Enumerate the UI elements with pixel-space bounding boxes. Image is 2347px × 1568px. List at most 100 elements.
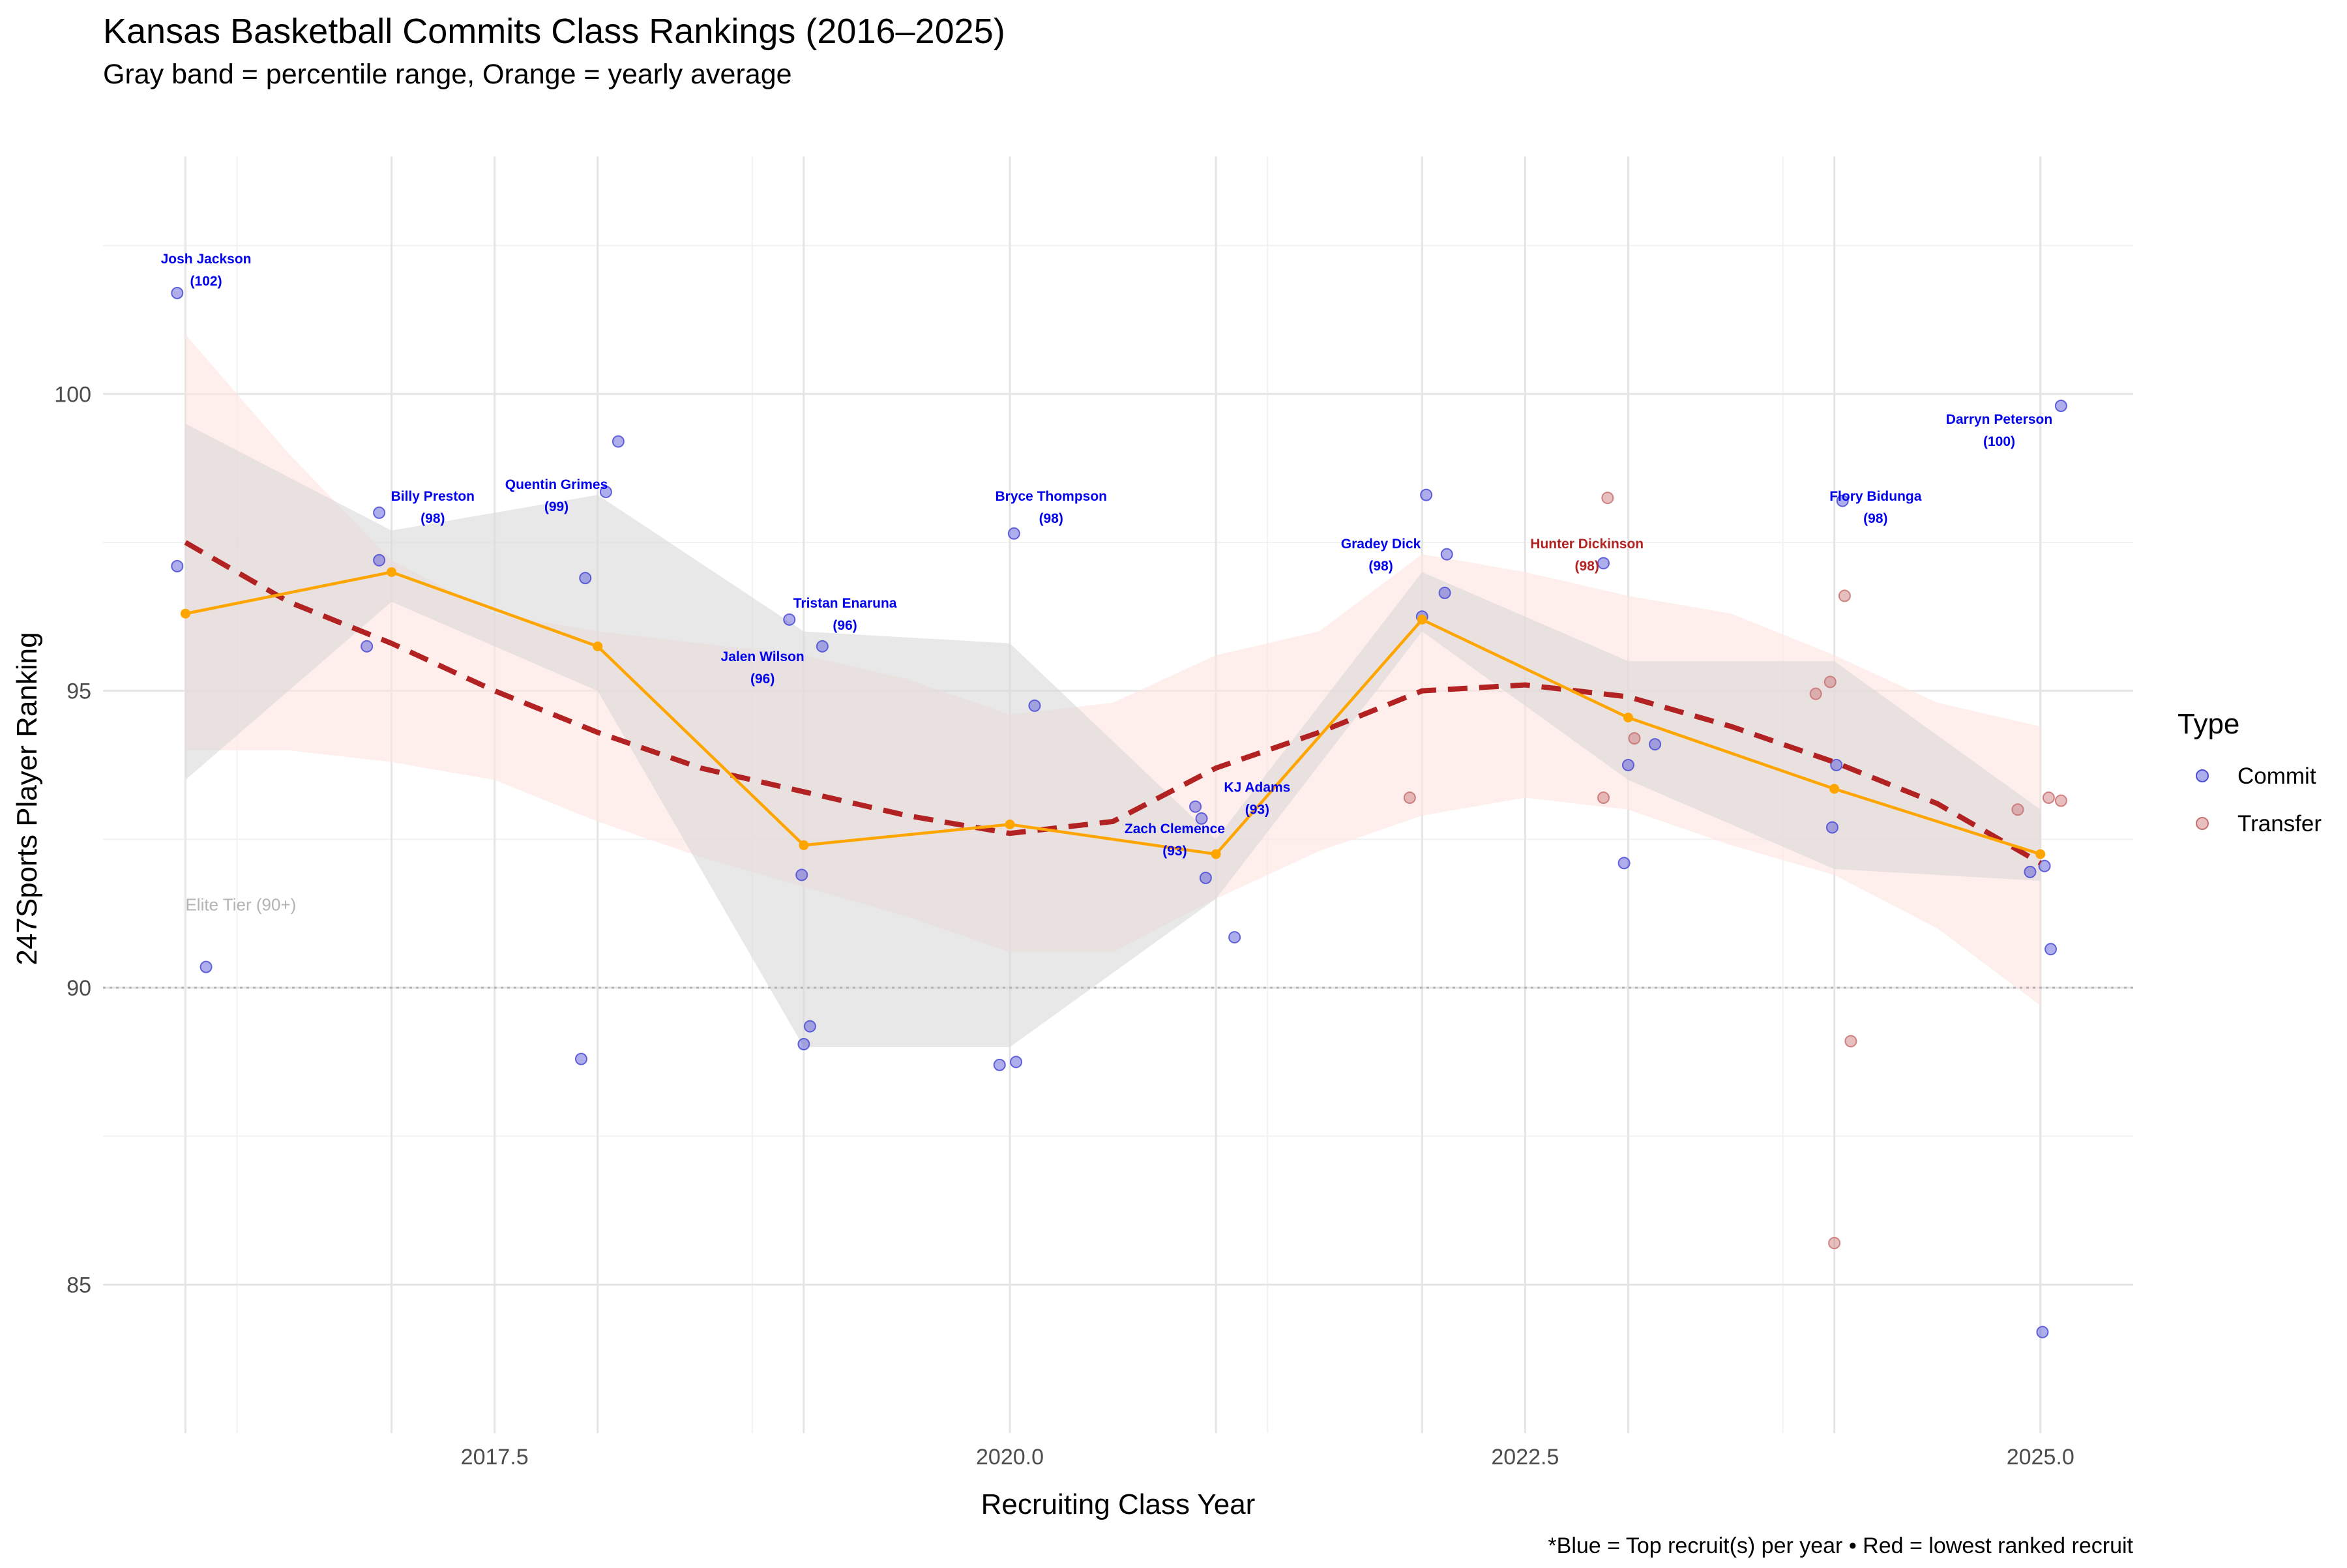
transfer-point bbox=[1828, 1237, 1841, 1250]
transfer-point bbox=[1844, 1035, 1857, 1048]
commit-point bbox=[1621, 758, 1634, 771]
yearly-average-point bbox=[1623, 713, 1633, 723]
commit-point bbox=[373, 506, 386, 519]
yearly-average-point bbox=[593, 641, 603, 651]
x-tick-label: 2017.5 bbox=[461, 1445, 529, 1470]
percentile-band bbox=[185, 423, 2041, 1048]
x-tick-label: 2022.5 bbox=[1491, 1445, 1559, 1470]
transfer-point bbox=[1628, 732, 1641, 745]
commit-point bbox=[2054, 399, 2067, 412]
commit-point bbox=[1597, 557, 1610, 570]
commit-point bbox=[803, 1020, 816, 1033]
yearly-average-point bbox=[1829, 784, 1840, 794]
commit-point bbox=[795, 868, 808, 881]
point-annotations: Josh Jackson (102) Billy Preston (98) Quenti… bbox=[161, 252, 2053, 859]
annotation-value: (98) bbox=[1863, 511, 1887, 526]
annotation-name: Hunter Dickinson bbox=[1530, 537, 1644, 552]
transfer-point bbox=[2011, 803, 2024, 816]
commit-point bbox=[783, 613, 796, 626]
x-tick-label: 2025.0 bbox=[2007, 1445, 2074, 1470]
commit-point bbox=[1617, 857, 1631, 870]
commit-point bbox=[361, 640, 374, 653]
transfer-point bbox=[1823, 675, 1837, 688]
annotation-value: (99) bbox=[544, 499, 568, 514]
commit-point bbox=[1420, 488, 1433, 501]
transfer-point bbox=[2054, 794, 2067, 807]
commit-point bbox=[1028, 699, 1041, 712]
commit-point bbox=[2044, 943, 2058, 956]
yearly-average-line bbox=[185, 570, 2041, 856]
commit-point bbox=[797, 1037, 810, 1050]
commit-point bbox=[2024, 865, 2037, 878]
commit-point bbox=[1007, 527, 1020, 540]
commit-point bbox=[2038, 859, 2051, 872]
legend: Type Commit Transfer bbox=[2177, 708, 2322, 836]
trend-line bbox=[184, 540, 2042, 866]
transfer-point bbox=[1601, 492, 1614, 505]
commit-point bbox=[1836, 494, 1849, 507]
commit-point bbox=[2036, 1325, 2049, 1339]
annotation-name: Gradey Dick bbox=[1341, 537, 1421, 552]
transfer-point bbox=[1597, 791, 1610, 805]
transfer-point bbox=[1838, 589, 1851, 602]
transfer-point bbox=[2042, 791, 2055, 805]
transfer-point bbox=[1809, 687, 1822, 700]
annotation-value: (96) bbox=[833, 618, 857, 633]
y-axis-ticks: 85 90 95 100 bbox=[54, 382, 91, 1297]
legend-transfer-label: Transfer bbox=[2237, 811, 2322, 836]
yearly-average-point bbox=[180, 608, 190, 619]
bands bbox=[185, 334, 2041, 1048]
commit-point bbox=[579, 572, 592, 585]
chart-subtitle: Gray band = percentile range, Orange = y… bbox=[103, 59, 792, 90]
annotation-value: (102) bbox=[190, 274, 222, 289]
commit-point bbox=[171, 286, 184, 299]
y-tick-label: 95 bbox=[66, 679, 91, 704]
annotation-value: (93) bbox=[1162, 844, 1187, 859]
commit-point bbox=[816, 640, 829, 653]
commit-point bbox=[199, 960, 213, 973]
commit-point bbox=[1649, 738, 1662, 751]
commit-point bbox=[599, 486, 612, 499]
commit-point bbox=[1440, 548, 1453, 561]
annotation-name: KJ Adams bbox=[1224, 780, 1290, 795]
elite-tier-label: Elite Tier (90+) bbox=[185, 895, 296, 915]
yearly-average-point bbox=[1005, 820, 1015, 830]
y-tick-label: 100 bbox=[54, 382, 91, 407]
yearly-average-point bbox=[799, 840, 809, 850]
annotation-value: (98) bbox=[1368, 559, 1393, 574]
commit-point bbox=[1189, 800, 1202, 813]
annotation-value: (96) bbox=[750, 672, 775, 687]
legend-commit-swatch bbox=[2196, 769, 2209, 782]
commit-point bbox=[1825, 821, 1838, 834]
x-axis-title: Recruiting Class Year bbox=[981, 1488, 1256, 1520]
y-tick-label: 90 bbox=[66, 976, 91, 1001]
annotation-name: Zach Clemence bbox=[1125, 821, 1225, 836]
commit-point bbox=[993, 1058, 1006, 1071]
y-axis-title: 247Sports Player Ranking bbox=[11, 632, 43, 965]
commit-point bbox=[1228, 931, 1241, 944]
commit-point bbox=[1199, 871, 1212, 884]
chart-title: Kansas Basketball Commits Class Rankings… bbox=[103, 12, 1005, 51]
annotation-value: (100) bbox=[1983, 434, 2015, 449]
trend-confidence-band bbox=[185, 334, 2041, 1006]
commit-point bbox=[1010, 1056, 1023, 1069]
legend-title: Type bbox=[2177, 708, 2239, 740]
annotation-value: (93) bbox=[1245, 802, 1269, 817]
data-points bbox=[171, 286, 2067, 1339]
commit-point bbox=[171, 559, 184, 572]
annotation-value: (98) bbox=[1039, 511, 1063, 526]
annotation-value: (98) bbox=[421, 511, 445, 526]
annotation-name: Quentin Grimes bbox=[505, 477, 608, 492]
annotation-name: Bryce Thompson bbox=[995, 489, 1107, 504]
annotation-name: Jalen Wilson bbox=[721, 649, 804, 664]
transfer-point bbox=[1403, 791, 1416, 805]
commit-point bbox=[574, 1052, 587, 1065]
chart-caption: *Blue = Top recruit(s) per year • Red = … bbox=[1548, 1533, 2133, 1558]
series-lines bbox=[180, 540, 2046, 866]
yearly-average-point bbox=[387, 567, 397, 577]
annotation-value: (98) bbox=[1575, 559, 1599, 574]
annotation-name: Josh Jackson bbox=[161, 252, 252, 267]
annotation-name: Tristan Enaruna bbox=[793, 596, 897, 611]
